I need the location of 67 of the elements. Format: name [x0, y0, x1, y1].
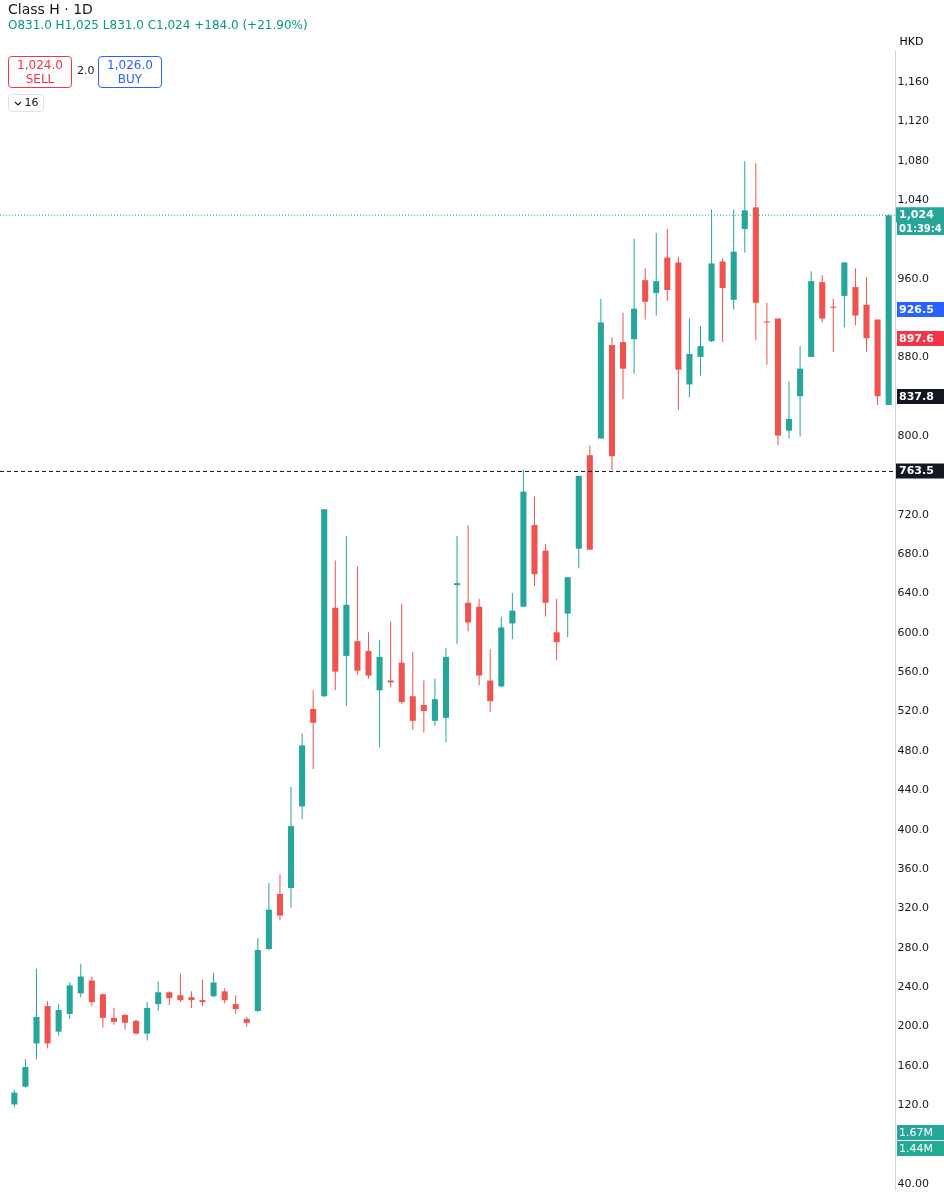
candlestick [121, 1013, 129, 1031]
candlestick [487, 648, 494, 713]
candlestick [199, 979, 206, 1007]
candlestick [465, 524, 472, 632]
candlestick [785, 380, 793, 440]
text: 926.5 [897, 302, 944, 317]
sell-button: 1,024.0 SELL [8, 56, 72, 88]
y-axis-title: HKD [899, 34, 924, 48]
y-tick-label: 200.0 [897, 1019, 929, 1033]
text: 1.44M [897, 1141, 944, 1156]
candlestick [653, 232, 660, 317]
y-tick-label: 520.0 [897, 704, 929, 718]
ref-line-label: 763.5 [899, 464, 934, 478]
candlestick [155, 980, 162, 1012]
candlestick [310, 689, 317, 770]
candlestick [177, 973, 184, 1003]
candlestick [509, 592, 516, 640]
candlestick [387, 620, 394, 688]
candlestick [88, 976, 95, 1007]
y-tick-label: 1,040 [897, 193, 929, 207]
y-tick-label: 800.0 [897, 429, 929, 443]
chart-title: Class H · 1D [8, 1, 93, 17]
y-tick-label: 880.0 [897, 350, 929, 364]
annotation: 2.0 [77, 64, 95, 77]
y-tick-label: 1,080 [897, 153, 929, 167]
candlestick [830, 298, 837, 353]
y-tick-label: 1,160 [897, 74, 929, 88]
y-tick-label: 240.0 [897, 979, 929, 993]
candlestick [697, 325, 704, 377]
y-tick-label: 680.0 [897, 547, 929, 561]
ref-line-label: 1,024 [899, 208, 935, 222]
y-tick-label: 400.0 [897, 822, 929, 836]
text: 1.67M [897, 1125, 944, 1140]
y-tick-label: 120.0 [897, 1097, 929, 1111]
text: 897.6 [897, 331, 944, 346]
candlestick [210, 972, 217, 998]
text: 01:39:4 [897, 222, 944, 235]
buy-button: 1,026.0 BUY [98, 56, 162, 88]
candlestick [110, 1007, 118, 1026]
y-tick-label: 560.0 [897, 665, 929, 679]
candlestick [77, 963, 84, 998]
candlestick [642, 267, 649, 321]
collapse-button: 16 [8, 94, 44, 112]
candlestick [232, 994, 239, 1015]
y-tick-label: 440.0 [897, 783, 929, 797]
candlestick [99, 992, 106, 1029]
y-tick-label: 480.0 [897, 743, 929, 757]
chart-subtitle: O831.0 H1,025 L831.0 C1,024 +184.0 (+21.90%) [8, 18, 308, 32]
y-tick-label: 640.0 [897, 586, 929, 600]
y-tick-label: 160.0 [897, 1058, 929, 1072]
y-tick-label: 360.0 [897, 861, 929, 875]
y-tick-label: 40.00 [897, 1176, 929, 1190]
candlestick [55, 1003, 62, 1037]
y-tick-label: 960.0 [897, 271, 929, 285]
y-tick-label: 600.0 [897, 625, 929, 639]
candlestick [420, 679, 427, 734]
candlestick [553, 598, 560, 661]
y-tick-label: 720.0 [897, 507, 929, 521]
y-tick-label: 280.0 [897, 940, 929, 954]
candlestick [763, 302, 770, 366]
candlestick [431, 678, 438, 727]
y-tick-label: 320.0 [897, 901, 929, 915]
text: 837.8 [897, 389, 944, 404]
candlestick [453, 535, 461, 645]
candlestick [276, 873, 284, 921]
candlestick [22, 1058, 29, 1089]
y-tick-label: 1,120 [897, 114, 929, 128]
